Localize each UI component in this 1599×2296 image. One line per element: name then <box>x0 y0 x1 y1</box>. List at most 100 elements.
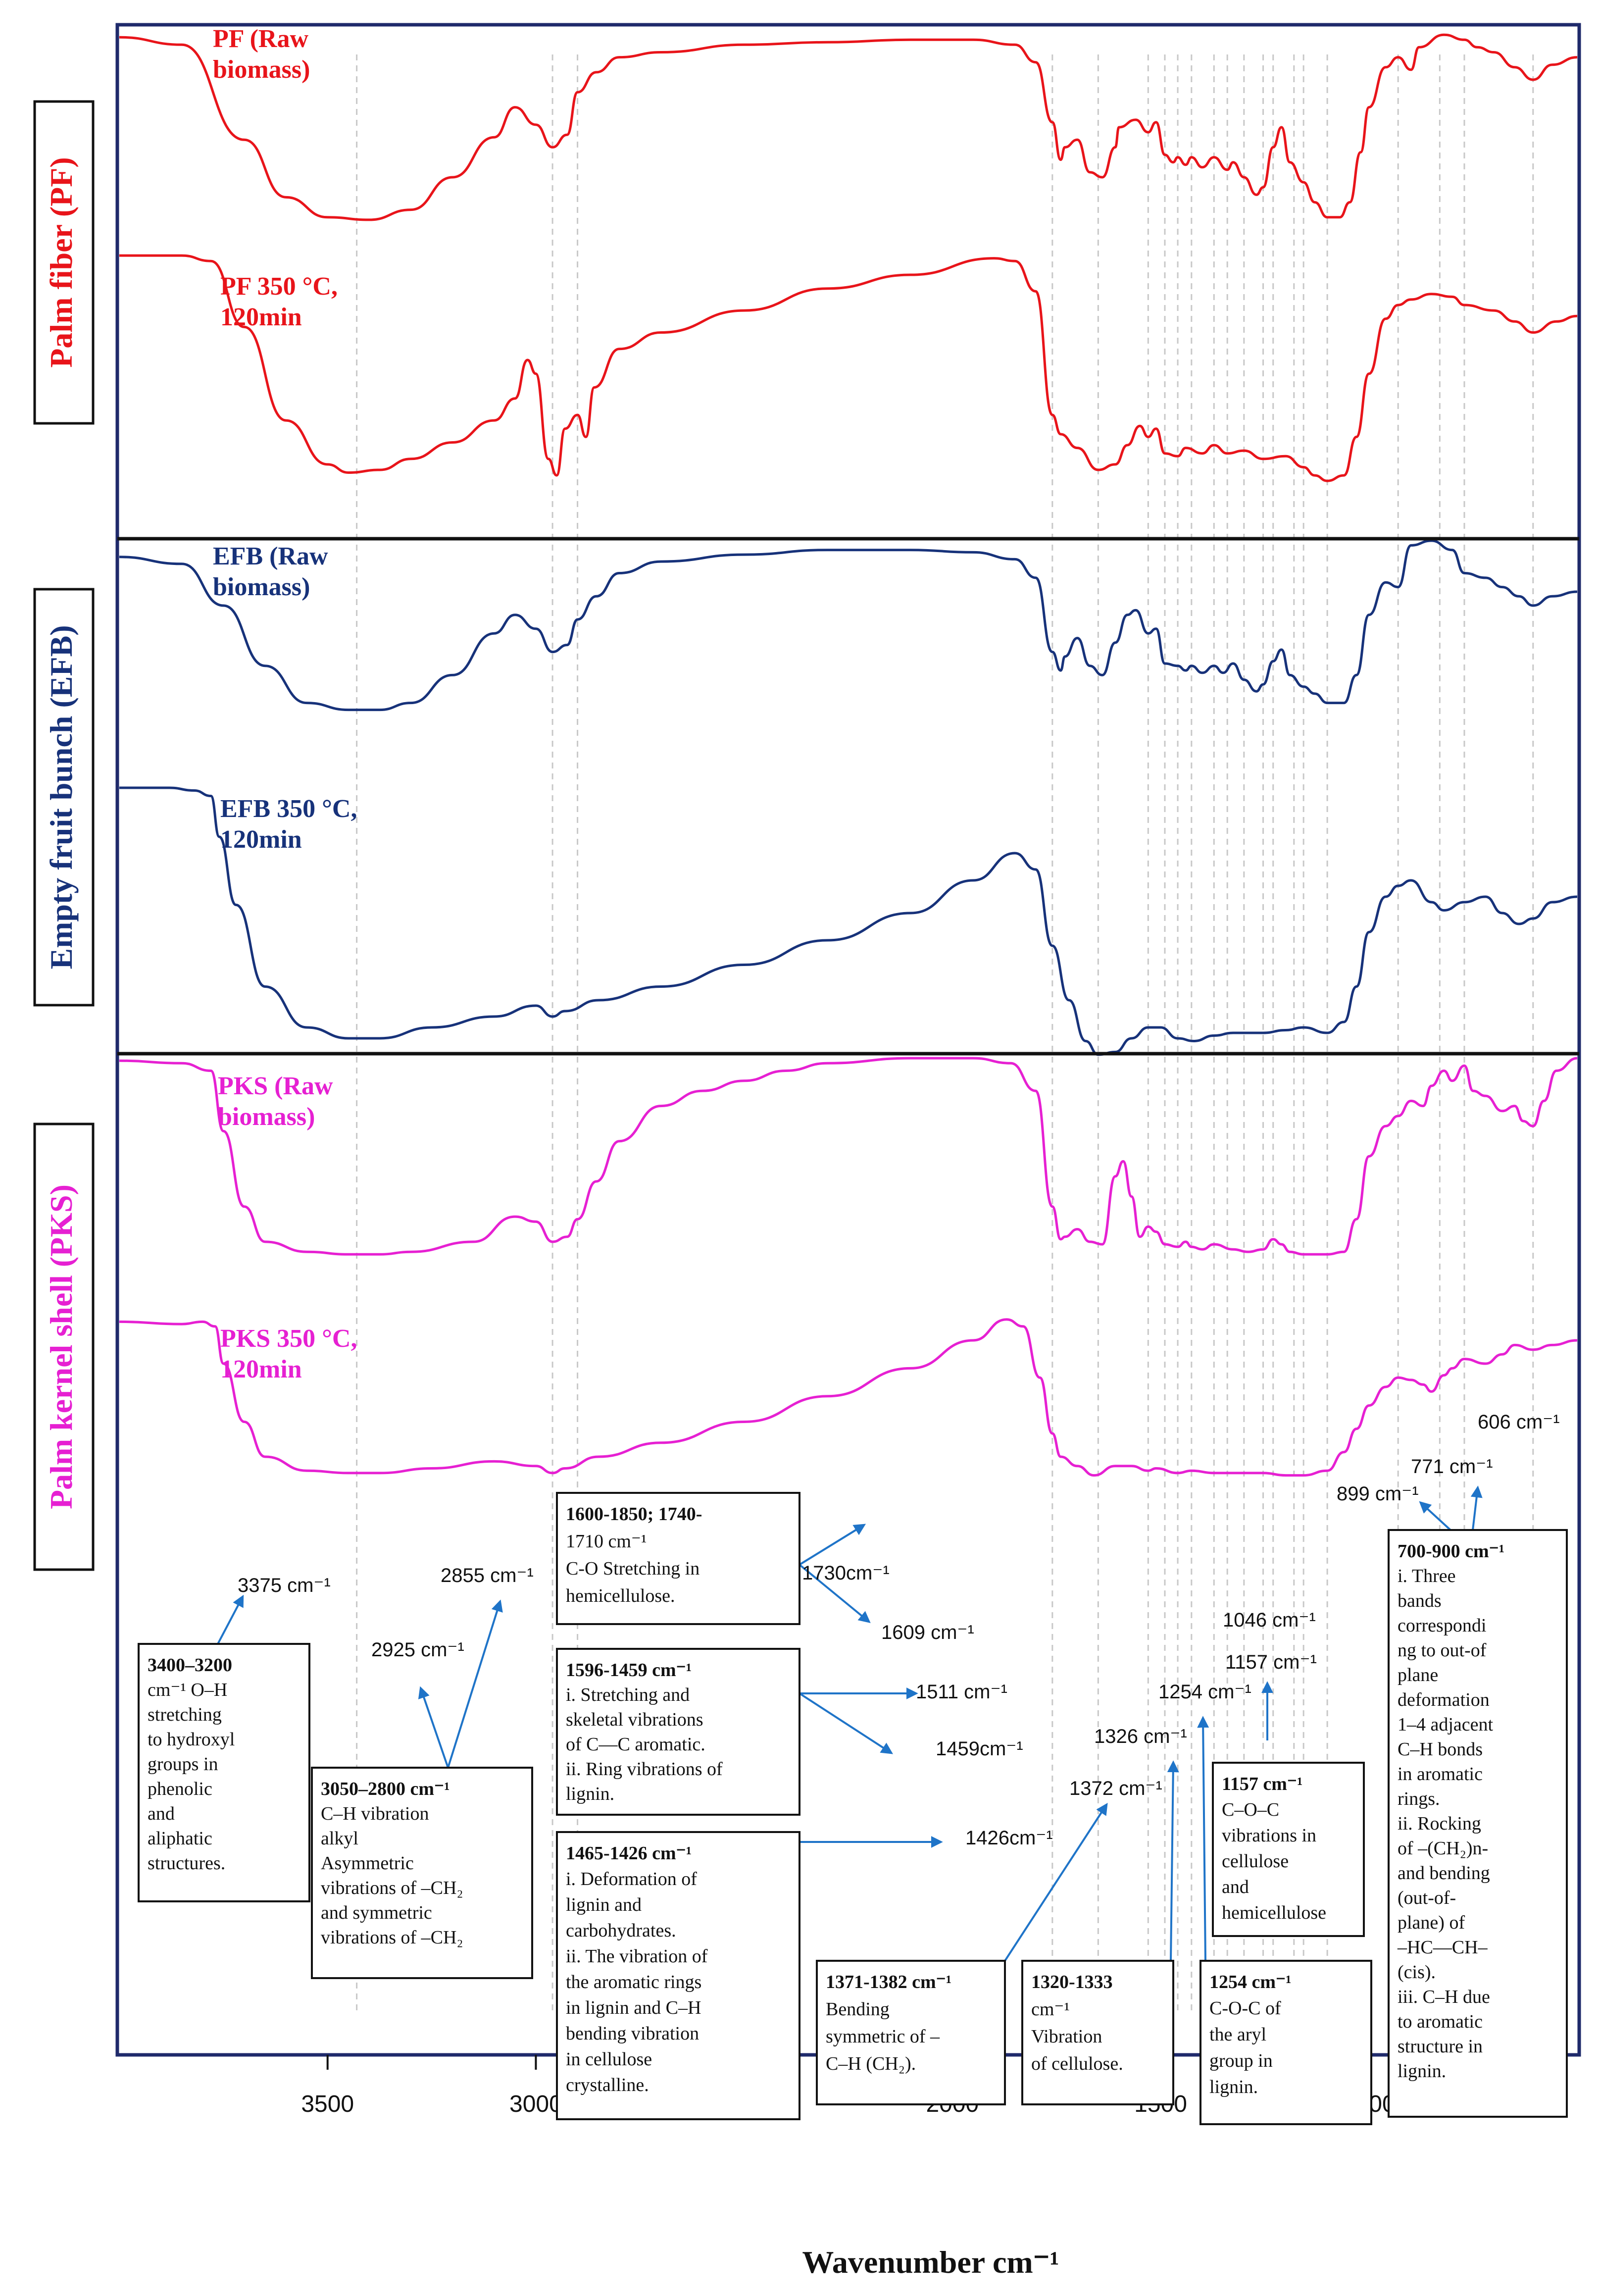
annotation-aryl-line-2: the aryl <box>1209 2024 1266 2045</box>
annotation-bend-line-2: symmetric of – <box>826 2026 940 2047</box>
annotation-arrow-6 <box>799 1692 894 1754</box>
peak-label-15: 606 cm⁻¹ <box>1478 1411 1560 1433</box>
series-label-1-1-1: 120min <box>220 825 302 854</box>
annotation-oop-line-0: 700-900 cm⁻¹ <box>1398 1541 1504 1562</box>
spectrum-2-0 <box>119 1057 1578 1256</box>
annotation-aryl: 1254 cm⁻¹ C-O-C of the aryl group in lignin. <box>1199 1960 1372 2125</box>
annotation-arom: 1596-1459 cm⁻¹ i. Stretching and skeletal … <box>556 1648 800 1816</box>
guide-lines <box>356 54 1534 2010</box>
annotation-arom-line-5: lignin. <box>566 1784 614 1804</box>
annotation-oop-line-15: plane) of <box>1398 1912 1465 1933</box>
annotation-def-line-5: the aromatic rings <box>566 1972 701 1992</box>
series-label-2-1-1: 120min <box>220 1355 302 1383</box>
annotation-oop-line-5: plane <box>1398 1665 1438 1685</box>
annotation-coc-line-3: cellulose <box>1222 1851 1289 1872</box>
spectra <box>119 33 1578 1477</box>
annotation-oop-line-9: in aromatic <box>1398 1764 1483 1785</box>
series-label-0-0-1: biomass) <box>213 55 310 84</box>
annotation-co: 1600-1850; 1740- 1710 cm⁻¹ C-O Stretching … <box>556 1492 800 1625</box>
annotation-arrow-12 <box>1419 1501 1451 1531</box>
annotation-ch-line-1: C–H vibration <box>321 1803 429 1824</box>
annotation-oop-line-2: bands <box>1398 1590 1442 1611</box>
annotation-oop-line-21: lignin. <box>1398 2061 1446 2082</box>
annotation-ch: 3050–2800 cm⁻¹ C–H vibration alkyl Asymmetr… <box>311 1767 533 1979</box>
annotation-oh-line-6: and <box>148 1803 175 1824</box>
annotation-oop-line-1: i. Three <box>1398 1566 1455 1586</box>
spectrum-2-1 <box>119 1318 1578 1477</box>
annotation-def-line-1: i. Deformation of <box>566 1869 697 1889</box>
annotation-arom-line-2: skeletal vibrations <box>566 1709 703 1730</box>
side-label-efb: Empty fruit bunch (EFB) <box>33 588 95 1007</box>
annotation-ch-line-2: alkyl <box>321 1828 358 1849</box>
peak-label-11: 1157 cm⁻¹ <box>1225 1651 1317 1673</box>
annotation-arom-line-0: 1596-1459 cm⁻¹ <box>566 1660 692 1681</box>
annotation-coc-line-0: 1157 cm⁻¹ <box>1222 1774 1302 1794</box>
annotation-ch-line-4: vibrations of –CH₂ <box>321 1878 463 1898</box>
annotation-co-line-1: 1710 cm⁻¹ <box>566 1531 647 1552</box>
annotation-arom-line-3: of C—C aromatic. <box>566 1734 705 1755</box>
annotation-arom-line-4: ii. Ring vibrations of <box>566 1759 723 1780</box>
annotation-def-line-2: lignin and <box>566 1894 642 1915</box>
annotation-oh: 3400–3200 cm⁻¹ O–H stretching to hydroxyl gr… <box>138 1643 310 1902</box>
annotation-def-line-8: in cellulose <box>566 2049 652 2070</box>
annotation-oop-line-12: of –(CH₂)n- <box>1398 1838 1488 1859</box>
annotation-oh-line-2: stretching <box>148 1704 222 1725</box>
x-tick-label-3500: 3500 <box>301 2091 354 2117</box>
annotation-ch-line-5: and symmetric <box>321 1902 432 1923</box>
annotation-cell: 1320-1333 cm⁻¹ Vibration of cellulose. <box>1021 1960 1174 2105</box>
peak-label-3: 1730cm⁻¹ <box>802 1562 890 1584</box>
annotation-oop-line-8: C–H bonds <box>1398 1739 1483 1760</box>
annotation-ch-line-6: vibrations of –CH₂ <box>321 1927 463 1948</box>
annotation-aryl-line-1: C-O-C of <box>1209 1998 1281 2019</box>
annotation-bend-line-0: 1371-1382 cm⁻¹ <box>826 1972 951 1992</box>
spectrum-1-1 <box>119 786 1578 1056</box>
peak-label-1: 2855 cm⁻¹ <box>441 1565 534 1586</box>
annotation-co-line-0: 1600-1850; 1740- <box>566 1504 702 1525</box>
annotation-oop-line-10: rings. <box>1398 1788 1440 1809</box>
annotation-oop-line-17: (cis). <box>1398 1962 1436 1983</box>
series-label-0-0-0: PF (Raw <box>213 25 308 53</box>
annotation-cell-line-2: Vibration <box>1031 2026 1102 2047</box>
annotation-oop-line-20: structure in <box>1398 2036 1483 2057</box>
peak-labels: 3375 cm⁻¹ 2855 cm⁻¹ 2925 cm⁻¹ 1730cm⁻¹ 1609 … <box>238 1411 1560 1849</box>
annotation-arrow-13 <box>1470 1485 1483 1531</box>
annotation-oh-line-4: groups in <box>148 1754 218 1775</box>
annotation-def-line-7: bending vibration <box>566 2023 699 2044</box>
peak-label-13: 899 cm⁻¹ <box>1337 1483 1419 1505</box>
annotation-oop-line-7: 1–4 adjacent <box>1398 1714 1494 1735</box>
series-label-1-0-1: biomass) <box>213 573 310 601</box>
peak-label-14: 771 cm⁻¹ <box>1411 1456 1493 1478</box>
series-label-1-0-0: EFB (Raw <box>213 542 328 570</box>
peak-label-5: 1511 cm⁻¹ <box>916 1681 1007 1703</box>
side-labels: Palm fiber (PF) Empty fruit bunch (EFB) … <box>33 100 95 1571</box>
annotation-oop-line-4: ng to out-of <box>1398 1640 1487 1661</box>
peak-label-0: 3375 cm⁻¹ <box>238 1575 331 1596</box>
annotation-oop-line-13: and bending <box>1398 1863 1490 1884</box>
annotation-coc-line-5: hemicellulose <box>1222 1902 1326 1923</box>
annotation-def-line-0: 1465-1426 cm⁻¹ <box>566 1843 692 1864</box>
annotation-oop-line-6: deformation <box>1398 1689 1490 1710</box>
series-label-1-1-0: EFB 350 °C, <box>220 795 357 823</box>
annotation-coc-line-2: vibrations in <box>1222 1825 1316 1846</box>
annotation-oop-line-3: correspondi <box>1398 1615 1486 1636</box>
annotation-coc: 1157 cm⁻¹ C–O–C vibrations in cellulose and h… <box>1212 1762 1365 1937</box>
peak-label-4: 1609 cm⁻¹ <box>881 1622 974 1643</box>
spectrum-0-0 <box>119 33 1578 221</box>
series-label-0-1-1: 120min <box>220 303 302 331</box>
annotation-def: 1465-1426 cm⁻¹ i. Deformation of lignin an… <box>556 1831 800 2120</box>
annotation-arrow-1 <box>447 1599 503 1768</box>
peak-label-6: 1459cm⁻¹ <box>936 1738 1023 1760</box>
annotation-aryl-line-4: lignin. <box>1209 2077 1258 2097</box>
annotation-oh-line-1: cm⁻¹ O–H <box>148 1680 227 1700</box>
annotation-ch-line-0: 3050–2800 cm⁻¹ <box>321 1779 450 1799</box>
annotation-oh-line-3: to hydroxyl <box>148 1729 235 1750</box>
x-axis-title: Wavenumber cm⁻¹ <box>802 2245 1059 2280</box>
annotation-bend-line-3: C–H (CH₂). <box>826 2053 916 2074</box>
annotation-cell-line-3: of cellulose. <box>1031 2053 1123 2074</box>
annotation-arrow-8 <box>1004 1802 1108 1962</box>
series-label-0-1-0: PF 350 °C, <box>220 272 338 301</box>
annotation-oop-line-18: iii. C–H due <box>1398 1987 1490 2007</box>
annotation-cell-line-0: 1320-1333 <box>1031 1972 1113 1992</box>
annotation-co-line-2: C-O Stretching in <box>566 1558 700 1579</box>
